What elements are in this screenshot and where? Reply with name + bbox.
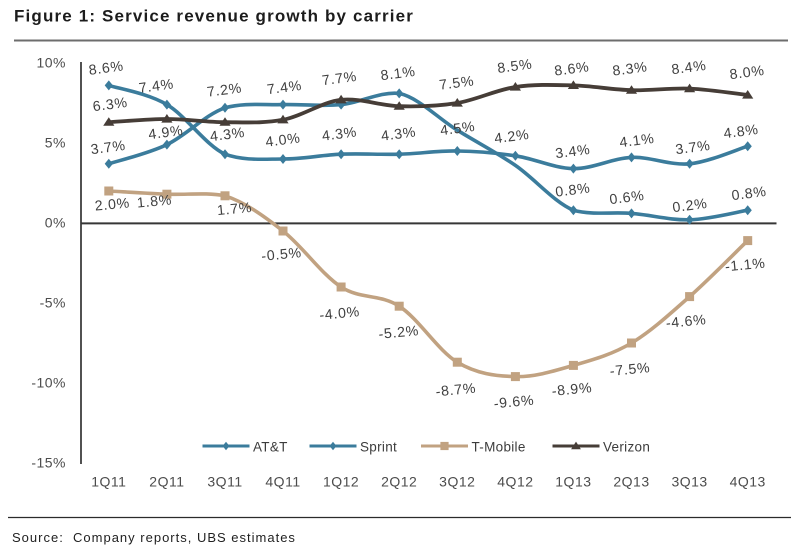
svg-text:3.7%: 3.7%	[675, 138, 712, 158]
svg-text:8.6%: 8.6%	[88, 58, 125, 78]
svg-text:-8.9%: -8.9%	[551, 380, 593, 400]
svg-text:4.0%: 4.0%	[265, 130, 302, 150]
svg-text:-0.5%: -0.5%	[261, 245, 303, 265]
svg-text:2.0%: 2.0%	[94, 195, 131, 214]
svg-text:4Q11: 4Q11	[265, 474, 300, 490]
svg-text:Source: Company reports, UBS: Source: Company reports, UBS estimates	[12, 530, 296, 545]
svg-text:2Q12: 2Q12	[381, 474, 417, 490]
svg-text:8.3%: 8.3%	[612, 59, 649, 79]
svg-text:-4.0%: -4.0%	[319, 304, 361, 324]
svg-text:4.3%: 4.3%	[380, 124, 417, 144]
svg-text:1Q11: 1Q11	[91, 474, 126, 490]
svg-text:-9.6%: -9.6%	[493, 393, 535, 413]
svg-text:7.4%: 7.4%	[266, 78, 303, 98]
svg-text:4Q13: 4Q13	[730, 474, 766, 490]
svg-text:0.8%: 0.8%	[731, 184, 768, 204]
svg-text:8.5%: 8.5%	[496, 57, 533, 77]
svg-text:-5%: -5%	[40, 295, 66, 311]
svg-text:4Q12: 4Q12	[497, 474, 533, 490]
svg-text:4.1%: 4.1%	[619, 131, 656, 151]
svg-text:3Q12: 3Q12	[439, 474, 475, 490]
svg-text:5%: 5%	[45, 135, 66, 151]
svg-text:7.5%: 7.5%	[438, 73, 475, 93]
svg-text:8.1%: 8.1%	[380, 64, 417, 84]
svg-text:2Q13: 2Q13	[613, 474, 649, 490]
svg-text:1Q13: 1Q13	[555, 474, 591, 490]
svg-text:6.3%: 6.3%	[92, 95, 129, 115]
svg-text:8.6%: 8.6%	[553, 59, 590, 79]
svg-text:8.0%: 8.0%	[729, 63, 766, 83]
svg-text:4.9%: 4.9%	[147, 123, 184, 143]
svg-text:-7.5%: -7.5%	[609, 360, 651, 380]
svg-text:3Q13: 3Q13	[671, 474, 707, 490]
svg-text:-10%: -10%	[31, 375, 66, 391]
svg-text:3.7%: 3.7%	[90, 138, 127, 158]
svg-text:-4.6%: -4.6%	[665, 312, 707, 332]
svg-text:AT&T: AT&T	[253, 440, 288, 455]
svg-text:Figure 1: Service revenue grow: Figure 1: Service revenue growth by carr…	[14, 7, 414, 26]
svg-text:-15%: -15%	[31, 455, 66, 471]
svg-text:4.5%: 4.5%	[439, 119, 476, 139]
svg-text:Sprint: Sprint	[360, 440, 397, 455]
svg-text:0%: 0%	[45, 215, 66, 231]
svg-text:3.4%: 3.4%	[554, 142, 591, 162]
svg-text:T-Mobile: T-Mobile	[472, 440, 526, 455]
svg-text:10%: 10%	[36, 55, 66, 71]
svg-text:4.2%: 4.2%	[493, 127, 530, 147]
svg-text:0.8%: 0.8%	[554, 180, 591, 200]
svg-text:-1.1%: -1.1%	[724, 256, 766, 276]
svg-text:1.7%: 1.7%	[216, 200, 253, 219]
svg-text:-8.7%: -8.7%	[435, 381, 477, 401]
svg-text:1.8%: 1.8%	[136, 192, 173, 211]
svg-text:4.3%: 4.3%	[321, 124, 358, 144]
svg-text:7.4%: 7.4%	[138, 76, 175, 96]
svg-text:Verizon: Verizon	[603, 440, 650, 455]
svg-text:7.7%: 7.7%	[321, 69, 358, 89]
svg-text:3Q11: 3Q11	[207, 474, 242, 490]
svg-text:7.2%: 7.2%	[206, 80, 243, 100]
svg-text:-5.2%: -5.2%	[378, 323, 420, 343]
svg-text:4.3%: 4.3%	[209, 125, 246, 145]
svg-text:0.6%: 0.6%	[609, 188, 646, 208]
svg-text:4.8%: 4.8%	[723, 122, 760, 142]
svg-text:0.2%: 0.2%	[672, 196, 709, 216]
svg-text:1Q12: 1Q12	[323, 474, 359, 490]
svg-text:2Q11: 2Q11	[149, 474, 184, 490]
svg-text:8.4%: 8.4%	[671, 58, 708, 78]
